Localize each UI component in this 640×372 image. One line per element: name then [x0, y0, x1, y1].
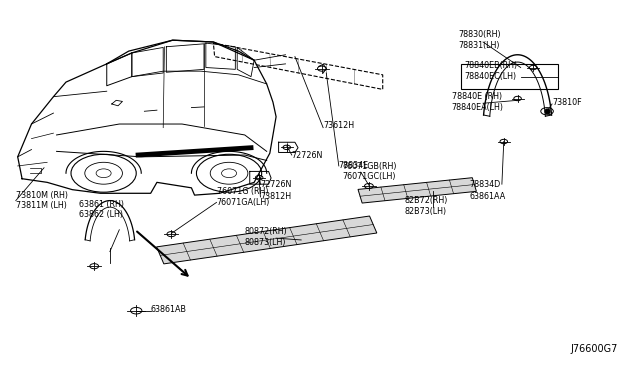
Text: 73612H: 73612H	[323, 121, 355, 130]
Text: 78840EB(RH)
78840EC(LH): 78840EB(RH) 78840EC(LH)	[464, 61, 517, 81]
Text: 63861AA: 63861AA	[469, 192, 506, 201]
Text: 63861AB: 63861AB	[150, 305, 187, 314]
Text: 73810F: 73810F	[552, 98, 582, 107]
Text: 80872(RH)
80873(LH): 80872(RH) 80873(LH)	[244, 227, 287, 247]
Polygon shape	[157, 216, 377, 264]
Polygon shape	[213, 43, 383, 89]
Text: 78840E (RH)
78840EA(LH): 78840E (RH) 78840EA(LH)	[452, 93, 504, 112]
Text: 78834D: 78834D	[469, 180, 500, 189]
Text: 78834E: 78834E	[339, 161, 369, 170]
Text: 72726N: 72726N	[292, 151, 323, 160]
Text: J76600G7: J76600G7	[570, 344, 618, 354]
Text: 76071G (RH)
76071GA(LH): 76071G (RH) 76071GA(LH)	[216, 187, 270, 206]
Text: 73810M (RH)
73811M (LH): 73810M (RH) 73811M (LH)	[16, 191, 68, 210]
Text: 78830(RH)
78831(LH): 78830(RH) 78831(LH)	[458, 31, 500, 50]
Text: 82B72(RH)
82B73(LH): 82B72(RH) 82B73(LH)	[404, 196, 448, 216]
Text: 73812H: 73812H	[260, 192, 292, 201]
Text: 63861 (RH)
63862 (LH): 63861 (RH) 63862 (LH)	[79, 200, 124, 219]
Text: 72726N: 72726N	[260, 180, 292, 189]
Bar	[461, 64, 558, 89]
Polygon shape	[358, 178, 476, 203]
Text: 76071GB(RH)
76071GC(LH): 76071GB(RH) 76071GC(LH)	[342, 162, 396, 181]
